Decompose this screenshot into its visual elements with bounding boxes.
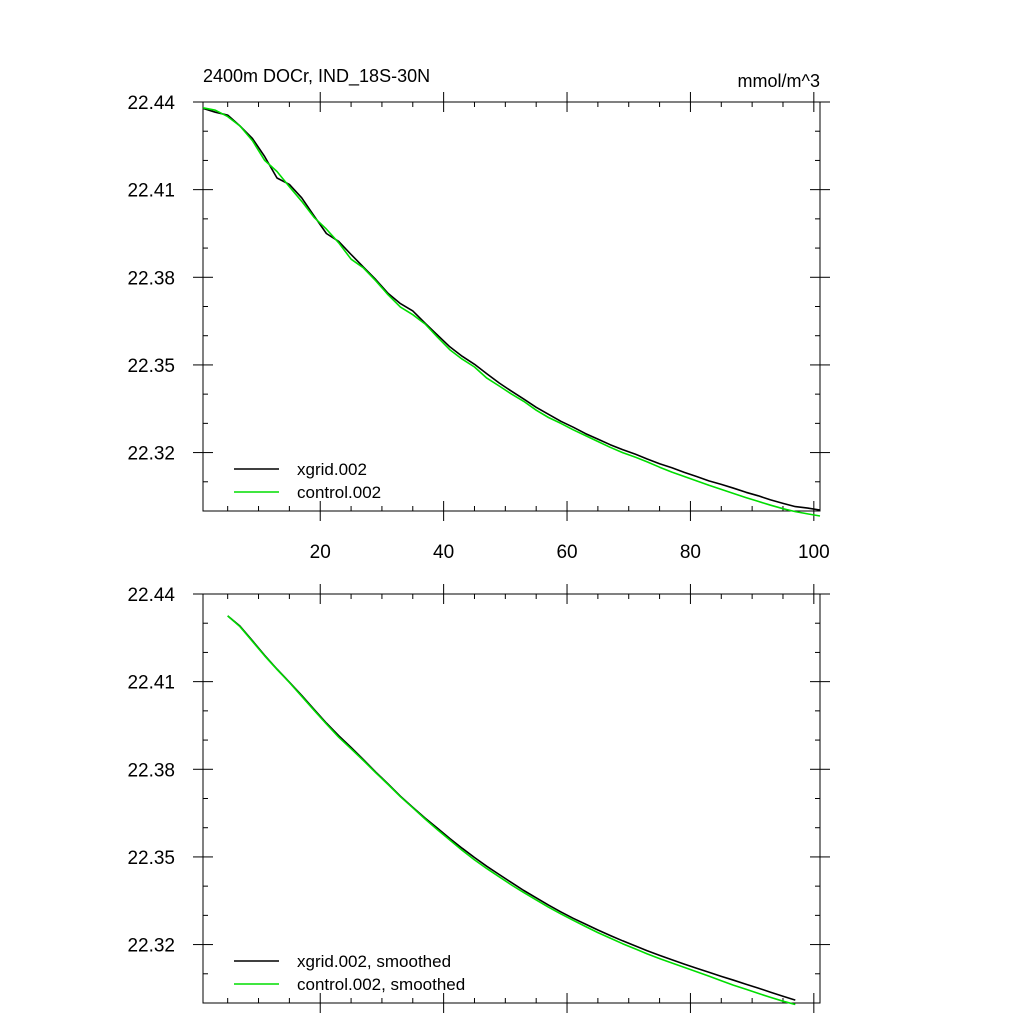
y-tick-label: 22.41 <box>127 673 175 694</box>
legend-label: control.002 <box>297 483 381 502</box>
y-tick-label: 22.35 <box>127 848 175 869</box>
chart-units: mmol/m^3 <box>738 71 820 91</box>
chart-title: 2400m DOCr, IND_18S-30N <box>203 66 430 87</box>
axes-bottom: 22.32 22.35 22.38 22.41 22.44 <box>127 584 830 1013</box>
y-tick-label: 22.32 <box>127 936 175 957</box>
x-tick-label: 80 <box>680 542 701 563</box>
series-line-control <box>202 107 821 517</box>
series-line-control <box>227 615 796 1006</box>
y-tick-label: 22.44 <box>127 93 175 114</box>
panel-top: 2400m DOCr, IND_18S-30N mmol/m^3 20 40 60 8… <box>127 66 830 563</box>
legend-label: control.002, smoothed <box>297 975 465 994</box>
y-tick-label: 22.38 <box>127 760 175 781</box>
legend-top: xgrid.002 control.002 <box>234 460 381 502</box>
y-tick-label: 22.35 <box>127 356 175 377</box>
legend-label: xgrid.002 <box>297 460 367 479</box>
x-tick-label: 40 <box>433 542 454 563</box>
plot-frame-top <box>202 101 821 512</box>
legend-label: xgrid.002, smoothed <box>297 952 451 971</box>
legend-bottom: xgrid.002, smoothed control.002, smoothed <box>234 952 465 994</box>
x-tick-label: 100 <box>798 542 830 563</box>
y-tick-label: 22.41 <box>127 181 175 202</box>
y-tick-label: 22.38 <box>127 268 175 289</box>
plot-frame-bottom <box>202 593 821 1004</box>
axes-top: 20 40 60 80 100 22.32 22.35 22.38 22.41 22.44 <box>127 92 830 563</box>
series-line-xgrid <box>202 107 821 511</box>
x-tick-label: 20 <box>310 542 331 563</box>
series-lines-bottom <box>227 615 796 1006</box>
y-tick-label: 22.44 <box>127 585 175 606</box>
x-tick-label: 60 <box>556 542 577 563</box>
panel-bottom: 22.32 22.35 22.38 22.41 22.44 xgrid.002, smo… <box>127 584 830 1013</box>
y-tick-label: 22.32 <box>127 444 175 465</box>
series-line-xgrid <box>227 615 796 1001</box>
series-lines-top <box>202 107 821 517</box>
